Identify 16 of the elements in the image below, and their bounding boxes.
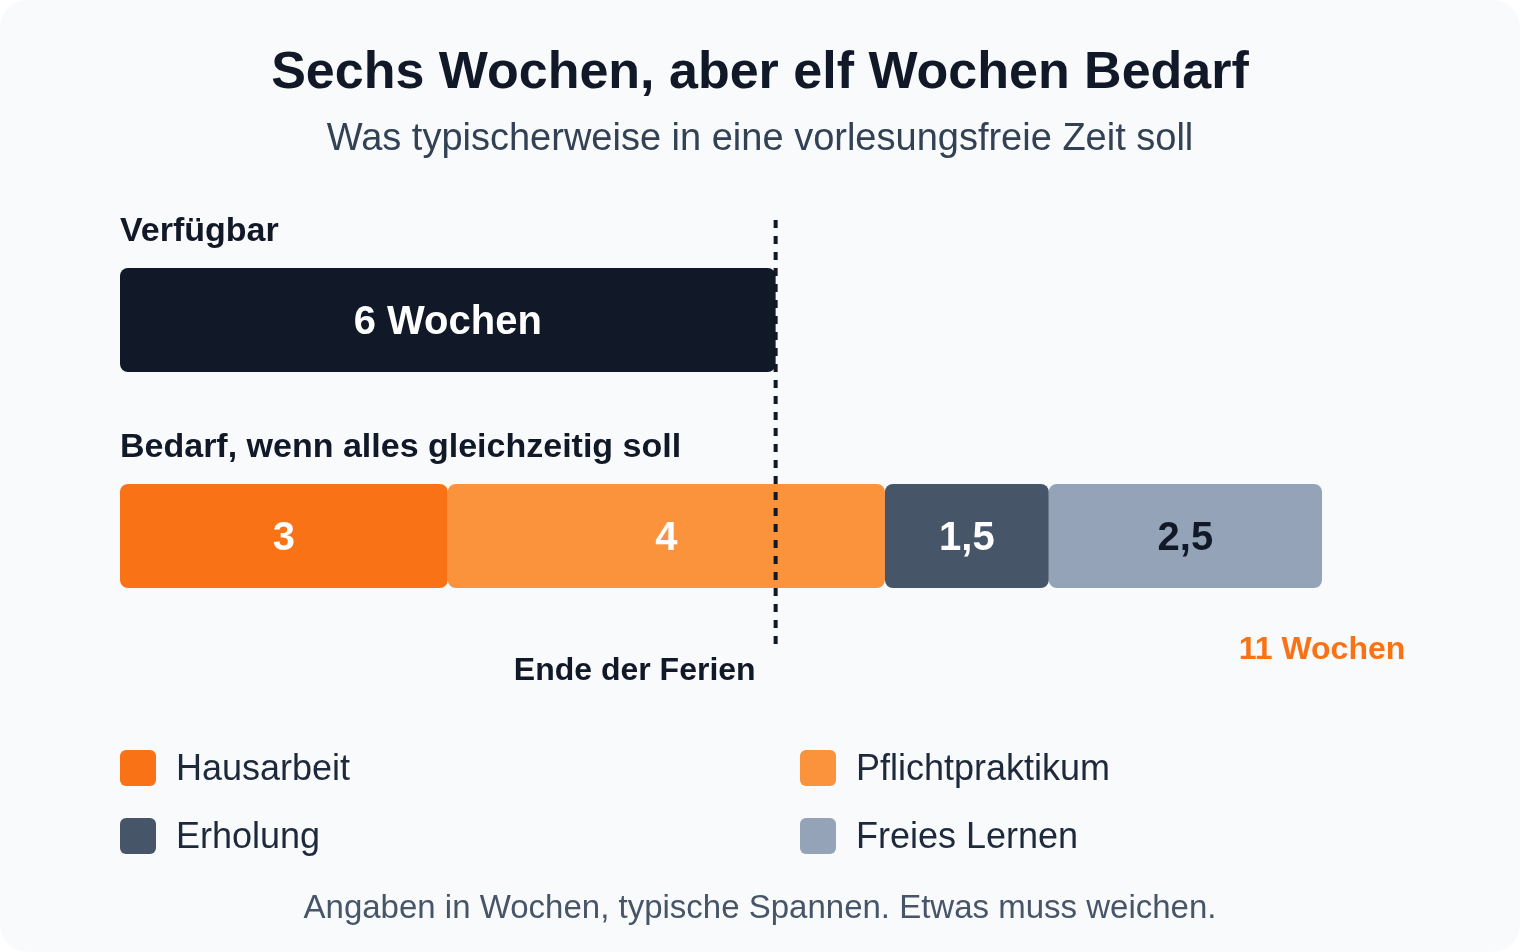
data-label: 2,5 [1157,514,1214,558]
text: Angaben in Wochen, typische Spannen. Etwas muss weichen. [302,888,1218,926]
legend-label: Erholung [176,815,321,857]
data-label: 3 [272,514,296,558]
ref-line-label: Ende der Ferien [513,651,756,687]
y-tick-label: Verfügbar [120,210,279,249]
legend-label: Freies Lernen [856,815,1079,857]
data-label: 4 [655,514,679,558]
legend-label: Pflichtpraktikum [856,747,1111,789]
chart-title: Sechs Wochen, aber elf Wochen Bedarf [270,40,1250,100]
legend-label: Hausarbeit [176,747,351,789]
total-label: 11 Wochen [1237,630,1407,667]
data-label: 6 Wochen [353,298,542,342]
chart-subtitle: Was typischerweise in eine vorlesungsfreie Zeit soll [325,116,1195,159]
y-tick-label: Bedarf, wenn alles gleichzeitig soll [120,426,682,465]
data-label: 1,5 [939,514,995,558]
